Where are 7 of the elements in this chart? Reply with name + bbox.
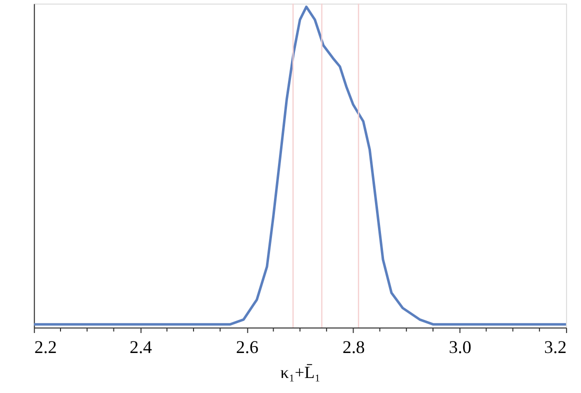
x-tick-label: 3.2 xyxy=(544,336,567,357)
x-tick-label: 2.8 xyxy=(342,336,365,357)
x-tick-label: 2.6 xyxy=(236,336,258,357)
x-axis-title: κ₁+L̄₁ xyxy=(280,362,321,382)
x-tick-label: 2.4 xyxy=(130,336,152,357)
x-tick-label: 2.2 xyxy=(34,336,57,357)
x-tick-label: 3.0 xyxy=(448,336,472,357)
